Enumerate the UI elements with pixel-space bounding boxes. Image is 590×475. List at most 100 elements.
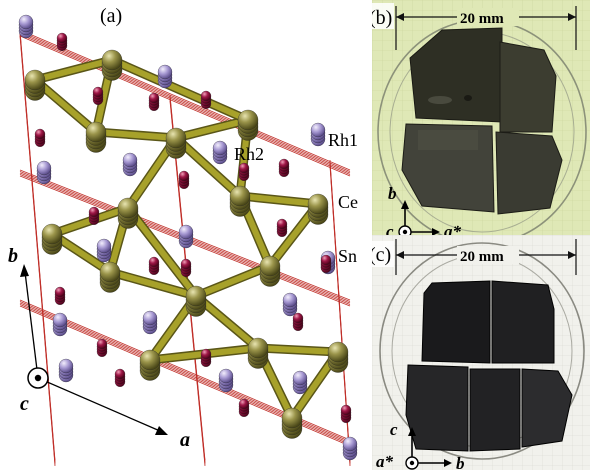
cell-line xyxy=(19,31,351,172)
b-axis-arrow xyxy=(24,271,39,379)
rh-atom xyxy=(148,256,160,268)
rh-atom xyxy=(96,338,108,350)
crystal-pieces xyxy=(401,27,563,215)
sn-atom xyxy=(310,122,326,138)
c-axis-label: c xyxy=(20,393,29,415)
rh-atom xyxy=(56,32,68,44)
sn-atom xyxy=(58,358,74,374)
sn-atom xyxy=(36,160,52,176)
ce-atom xyxy=(229,185,251,207)
c-axis-dot xyxy=(34,374,42,382)
rh-atom xyxy=(180,258,192,270)
atom-layer xyxy=(18,14,358,461)
ce-atom xyxy=(117,197,139,219)
ce-atom xyxy=(85,121,107,143)
rh-atom xyxy=(34,128,46,140)
rh-atom xyxy=(238,398,250,410)
ce-ce-bond-fill xyxy=(32,77,99,135)
ce-label: Ce xyxy=(338,192,358,212)
rh-atom xyxy=(238,162,250,174)
cell-line xyxy=(19,35,351,177)
ce-ce-bond-fill xyxy=(193,263,273,299)
crystal-structure-panel: (a) Rh1 Rh2 Ce Sn b c a xyxy=(8,5,358,467)
rh1-label: Rh1 xyxy=(328,130,358,150)
axes-indicator: b c a xyxy=(8,245,190,451)
sn-atom xyxy=(122,152,138,168)
ce-atom xyxy=(281,407,303,429)
rh-atom xyxy=(200,90,212,102)
ce-ce-bond-fill xyxy=(109,57,251,123)
ce-atom xyxy=(165,127,187,149)
panel-c-label: (c) xyxy=(372,244,391,266)
ce-atom xyxy=(237,109,259,131)
b-axis-arrowhead xyxy=(20,264,29,277)
ce-atom xyxy=(139,349,161,371)
ce-atom xyxy=(24,69,46,91)
ce-ce-bond-fill xyxy=(93,129,179,141)
sn-atom xyxy=(18,14,34,30)
rh-atom xyxy=(54,286,66,298)
ce-ce-bond-fill xyxy=(237,193,321,207)
rh-atom xyxy=(320,254,332,266)
rh-atom xyxy=(278,158,290,170)
sn-atom xyxy=(292,370,308,386)
sn-atom xyxy=(96,238,112,254)
ce-ce-bond-fill xyxy=(107,269,199,299)
astar-axis-label-b: a* xyxy=(444,222,462,235)
sn-atom xyxy=(282,292,298,308)
ce-atom xyxy=(99,261,121,283)
ce-ce-bond-fill xyxy=(173,135,243,199)
sn-label: Sn xyxy=(338,246,357,266)
rh-atom xyxy=(92,86,104,98)
c-axis-label-c: c xyxy=(390,420,398,439)
ce-ce-bond-fill xyxy=(173,117,251,141)
sn-atom xyxy=(142,310,158,326)
ce-ce-bond-fill xyxy=(255,345,341,355)
sn-atom xyxy=(212,140,228,156)
rh-atom xyxy=(88,206,100,218)
sample-holder-ring-c xyxy=(379,242,585,460)
b-axis-label-c: b xyxy=(456,454,465,470)
b-axis-label-b: b xyxy=(388,184,397,203)
ce-atom xyxy=(247,337,269,359)
a-axis-arrow xyxy=(37,377,161,432)
sn-atom xyxy=(218,368,234,384)
astar-axis-label-c: a* xyxy=(376,452,394,470)
ce-atom xyxy=(259,255,281,277)
rh-atom xyxy=(200,348,212,360)
rh-atom xyxy=(178,170,190,182)
b-axis-label: b xyxy=(8,245,18,267)
panel-a-label: (a) xyxy=(100,5,122,27)
cell-line xyxy=(19,32,351,174)
ce-atom xyxy=(185,285,207,307)
rh-atom xyxy=(292,312,304,324)
sn-atom xyxy=(178,224,194,240)
rh2-label: Rh2 xyxy=(234,144,264,164)
rh-atom xyxy=(148,92,160,104)
scale-label: 20 mm xyxy=(460,11,504,27)
sn-atom xyxy=(157,64,173,80)
cell-line xyxy=(19,29,351,171)
ce-atom xyxy=(327,341,349,363)
sn-atom xyxy=(52,312,68,328)
a-axis-arrowhead xyxy=(155,426,168,435)
cell-line xyxy=(19,34,351,175)
crystal-pieces-c xyxy=(405,280,573,452)
ce-atom xyxy=(41,223,63,245)
sn-atom xyxy=(342,436,358,452)
rh-atom xyxy=(340,404,352,416)
c-axis-label-b: c xyxy=(386,222,394,235)
ce-ce-bond-fill xyxy=(125,205,199,299)
ce-ce-bond-fill xyxy=(193,293,261,351)
rh-atom xyxy=(276,218,288,230)
crystal-photo-b: 20 mm (b) b c a* xyxy=(372,0,590,235)
ce-ce-bond-fill xyxy=(32,57,115,83)
ce-atom xyxy=(307,193,329,215)
panel-b-label: (b) xyxy=(372,7,392,29)
cell-line xyxy=(19,35,56,467)
scale-label-c: 20 mm xyxy=(460,249,504,265)
a-axis-label: a xyxy=(180,429,190,451)
crystal-photo-c: 20 mm (c) c a* b xyxy=(372,235,590,470)
ce-atom xyxy=(101,49,123,71)
rh-atom xyxy=(114,368,126,380)
